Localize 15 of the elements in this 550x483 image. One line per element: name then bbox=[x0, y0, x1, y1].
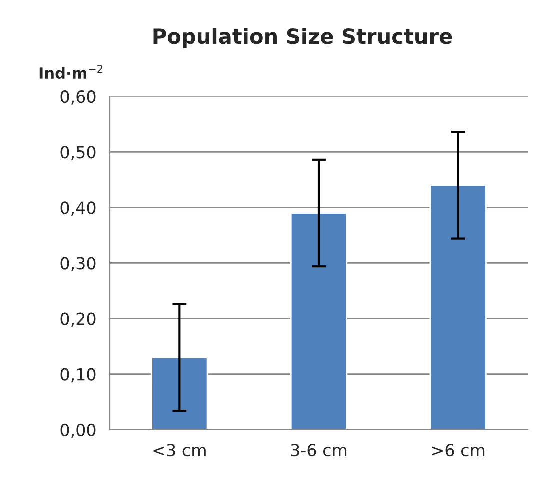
y-axis-title: Ind·m$^{−2}$ bbox=[40, 65, 103, 80]
y-tick-label: 0,40 bbox=[60, 202, 96, 216]
bar bbox=[430, 184, 487, 430]
y-tick-label: 0,60 bbox=[60, 90, 96, 105]
x-tick-label: >6 cm bbox=[432, 444, 485, 457]
bar bbox=[290, 212, 348, 430]
x-tick-label: 3-6 cm bbox=[291, 444, 347, 457]
bar bbox=[151, 356, 208, 430]
y-tick-label: 0,50 bbox=[60, 146, 96, 160]
y-tick-label: 0,20 bbox=[60, 312, 96, 328]
chart-title: Population Size Structure bbox=[154, 28, 452, 48]
x-tick-label: <3 cm bbox=[154, 444, 206, 457]
y-tick-label: 0,30 bbox=[60, 257, 96, 272]
y-tick-label: 0,10 bbox=[60, 368, 96, 383]
y-tick-label: 0,00 bbox=[60, 424, 96, 438]
